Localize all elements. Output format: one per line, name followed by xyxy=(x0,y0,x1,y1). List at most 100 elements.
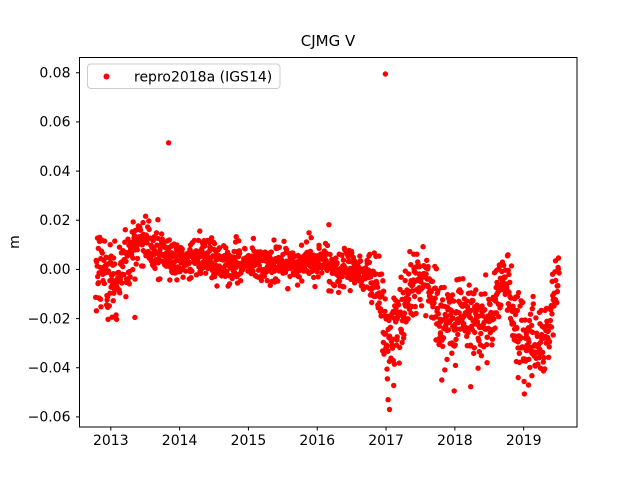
data-point-outlier xyxy=(515,374,521,381)
data-point xyxy=(549,311,555,317)
data-point xyxy=(507,279,513,285)
data-point xyxy=(385,348,391,354)
data-point xyxy=(367,274,374,280)
data-point xyxy=(432,295,438,301)
data-point xyxy=(498,302,504,308)
data-point xyxy=(276,244,282,250)
data-point-outlier xyxy=(306,230,312,236)
data-point xyxy=(435,311,441,317)
data-point xyxy=(450,315,456,321)
data-point xyxy=(467,342,474,348)
data-point xyxy=(413,310,419,317)
data-point xyxy=(130,255,136,261)
data-point xyxy=(111,261,118,267)
data-point xyxy=(335,289,342,296)
data-point xyxy=(133,261,139,267)
data-point xyxy=(349,250,355,256)
data-point xyxy=(197,228,203,234)
data-point xyxy=(554,300,560,306)
data-point xyxy=(440,343,446,349)
data-point xyxy=(132,276,138,282)
data-point xyxy=(439,297,446,303)
data-point xyxy=(433,266,440,272)
data-point xyxy=(203,270,209,276)
data-point xyxy=(406,271,412,277)
data-point xyxy=(526,356,532,362)
data-point xyxy=(110,298,116,304)
data-point xyxy=(512,333,518,339)
data-point xyxy=(545,328,551,334)
data-point xyxy=(237,278,244,284)
data-point xyxy=(431,300,437,306)
data-point xyxy=(109,314,115,320)
data-point xyxy=(366,259,373,266)
data-point xyxy=(401,310,408,316)
data-point xyxy=(492,325,498,331)
data-point xyxy=(229,275,235,282)
data-point xyxy=(508,263,515,269)
data-point xyxy=(130,266,136,273)
data-point xyxy=(250,235,257,242)
data-point xyxy=(482,307,488,313)
data-point xyxy=(146,218,152,224)
data-point xyxy=(451,298,457,304)
data-point-outlier xyxy=(384,376,391,382)
data-point xyxy=(483,272,489,278)
data-point xyxy=(526,339,532,345)
data-point xyxy=(275,278,281,284)
data-point xyxy=(473,287,479,293)
data-point xyxy=(334,260,340,266)
data-point xyxy=(418,303,425,309)
data-point xyxy=(378,271,385,277)
data-point xyxy=(307,248,314,254)
data-point xyxy=(390,336,396,342)
data-point xyxy=(146,226,152,233)
data-point xyxy=(547,317,554,324)
data-point xyxy=(130,219,136,225)
data-point xyxy=(399,339,405,346)
data-point xyxy=(315,274,321,280)
data-point xyxy=(555,266,561,272)
data-point xyxy=(110,255,117,261)
data-point-outlier xyxy=(525,382,532,388)
data-point xyxy=(527,364,533,371)
data-point xyxy=(520,299,526,306)
data-point xyxy=(514,325,520,332)
data-point xyxy=(117,290,123,296)
data-point xyxy=(142,213,149,219)
y-tick-label: −0.06 xyxy=(28,410,71,426)
data-point xyxy=(407,248,413,255)
data-point xyxy=(468,307,474,314)
data-point xyxy=(449,350,455,356)
data-point xyxy=(154,242,160,248)
data-point xyxy=(152,265,158,271)
data-point xyxy=(319,270,325,276)
data-point xyxy=(93,308,100,314)
data-point xyxy=(323,257,329,264)
data-point-outlier xyxy=(386,406,393,413)
axes-frame xyxy=(79,57,578,428)
data-point xyxy=(541,355,547,361)
data-point xyxy=(166,237,172,243)
data-point xyxy=(376,300,382,306)
data-point xyxy=(408,262,414,268)
data-point xyxy=(311,274,317,281)
data-point xyxy=(540,349,546,356)
data-point xyxy=(516,350,522,356)
data-point xyxy=(470,298,476,304)
data-point xyxy=(159,236,165,242)
data-point-outlier xyxy=(385,397,391,403)
data-point xyxy=(155,217,161,223)
data-point xyxy=(423,313,429,319)
data-point xyxy=(113,312,119,318)
data-point xyxy=(460,276,466,282)
data-point xyxy=(434,305,441,312)
data-point xyxy=(523,347,530,354)
data-point xyxy=(183,268,189,274)
data-point xyxy=(423,271,429,277)
data-point xyxy=(436,323,443,329)
data-point xyxy=(384,366,390,372)
y-axis-ticks: 0.08 0.06 0.04 0.02 0.00 −0.02 −0.04 −0.06 xyxy=(28,66,80,426)
data-point xyxy=(398,274,404,280)
data-point xyxy=(107,242,113,248)
